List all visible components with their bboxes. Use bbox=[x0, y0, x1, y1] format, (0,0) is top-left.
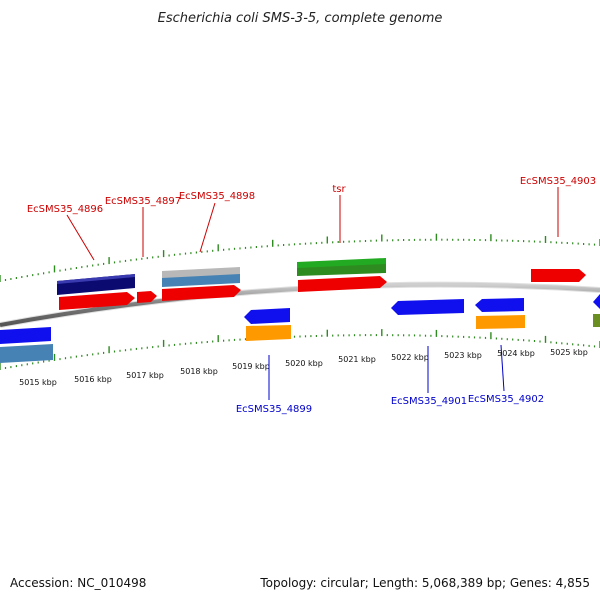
gene-label-text: EcSMS35_4899 bbox=[236, 404, 312, 415]
cds-reverse-left[interactable] bbox=[0, 327, 53, 363]
gene-label-text: EcSMS35_4903 bbox=[520, 176, 596, 187]
map-title: Escherichia coli SMS-3-5, complete genom… bbox=[158, 11, 443, 26]
cds-forward-4903[interactable] bbox=[531, 269, 586, 282]
gene-label-top[interactable]: tsr bbox=[332, 184, 347, 243]
gene-label-text: EcSMS35_4898 bbox=[179, 191, 255, 202]
gene-label-top[interactable]: EcSMS35_4903 bbox=[520, 176, 596, 237]
cds-reverse-4899[interactable] bbox=[244, 308, 291, 341]
gene-label-bottom[interactable]: EcSMS35_4901 bbox=[391, 346, 467, 407]
cds-reverse-4901[interactable] bbox=[391, 299, 464, 315]
gene-label-bottom[interactable]: EcSMS35_4902 bbox=[468, 344, 544, 405]
cds-forward-tsr[interactable] bbox=[298, 276, 387, 292]
gene-label-text: EcSMS35_4901 bbox=[391, 396, 467, 407]
scale-label: 5015 kbp bbox=[19, 378, 57, 387]
scale-label: 5024 kbp bbox=[497, 349, 535, 358]
scale-label: 5020 kbp bbox=[285, 359, 323, 368]
cds-reverse-right[interactable] bbox=[593, 294, 600, 327]
accession-text: Accession: NC_010498 bbox=[10, 576, 147, 590]
scale-labels: 5015 kbp 5016 kbp 5017 kbp 5018 kbp 5019… bbox=[19, 348, 588, 387]
gene-label-text: EcSMS35_4902 bbox=[468, 394, 544, 405]
feature-navy[interactable] bbox=[57, 274, 135, 295]
cds-forward-2[interactable] bbox=[137, 291, 157, 303]
gene-label-text: EcSMS35_4896 bbox=[27, 204, 103, 215]
scale-label: 5016 kbp bbox=[74, 375, 112, 384]
feature-gray[interactable] bbox=[162, 267, 240, 287]
cds-forward-3[interactable] bbox=[162, 285, 241, 301]
gene-label-bottom[interactable]: EcSMS35_4899 bbox=[236, 355, 312, 415]
scale-label: 5023 kbp bbox=[444, 351, 482, 360]
topology-text: Topology: circular; Length: 5,068,389 bp… bbox=[260, 576, 590, 590]
gene-label-top[interactable]: EcSMS35_4897 bbox=[105, 196, 181, 257]
scale-label: 5021 kbp bbox=[338, 355, 376, 364]
outer-tick-track bbox=[0, 233, 600, 282]
gene-label-top[interactable]: EcSMS35_4898 bbox=[179, 191, 255, 253]
scale-label: 5018 kbp bbox=[180, 367, 218, 376]
gene-label-text: tsr bbox=[332, 184, 346, 195]
cds-reverse-4902[interactable] bbox=[475, 298, 525, 329]
scale-label: 5022 kbp bbox=[391, 353, 429, 362]
inner-tick-track bbox=[0, 329, 600, 370]
gene-label-text: EcSMS35_4897 bbox=[105, 196, 181, 207]
scale-label: 5019 kbp bbox=[232, 362, 270, 371]
feature-green[interactable] bbox=[297, 258, 386, 276]
scale-label: 5017 kbp bbox=[126, 371, 164, 380]
gene-label-top[interactable]: EcSMS35_4896 bbox=[27, 204, 103, 261]
cds-forward-1[interactable] bbox=[59, 292, 135, 310]
scale-label: 5025 kbp bbox=[550, 348, 588, 357]
